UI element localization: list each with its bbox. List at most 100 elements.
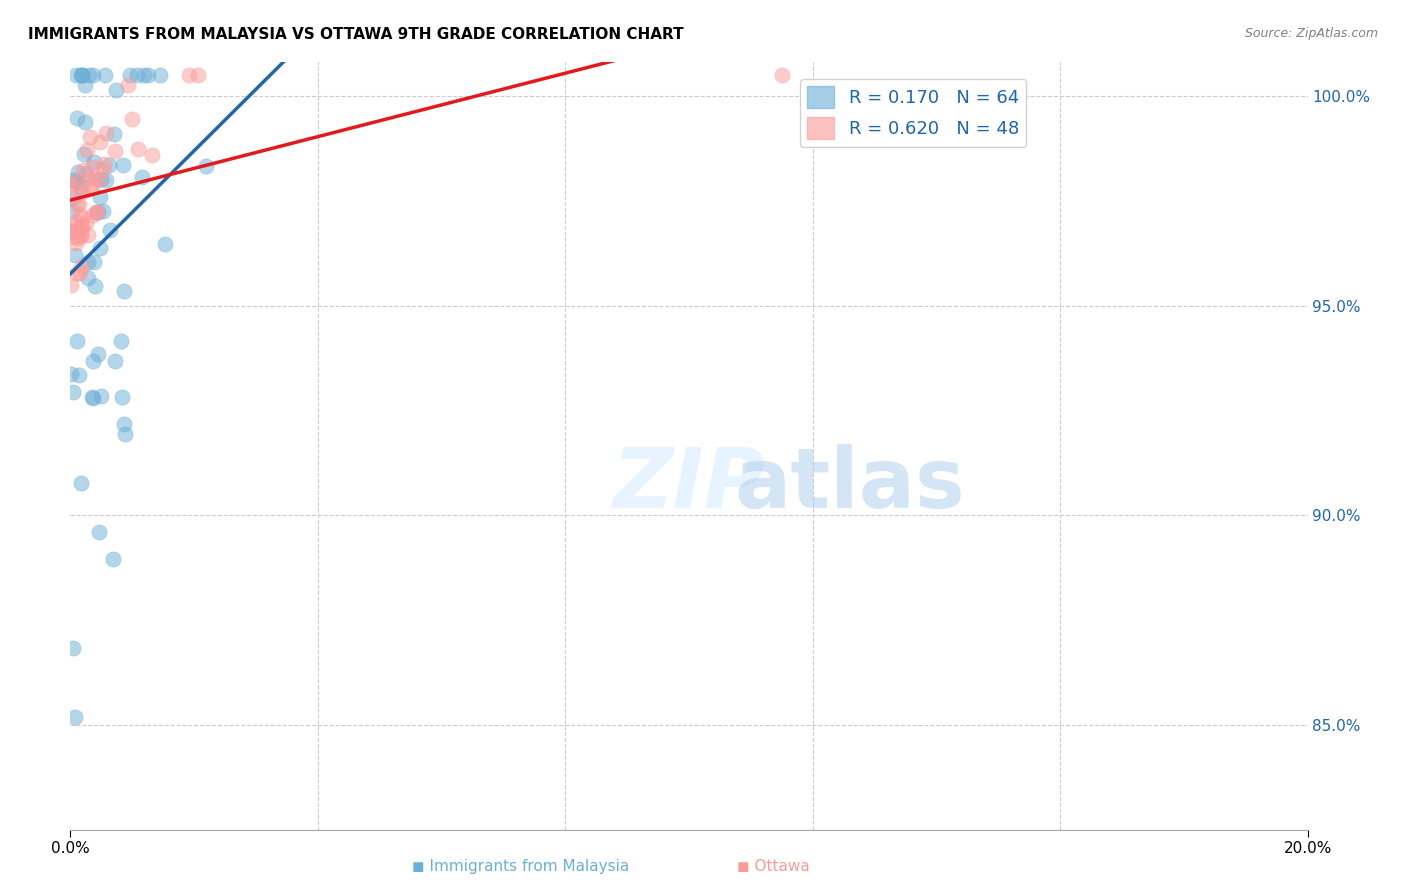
Point [94,173,117,187]
Point [62,229,84,244]
Point [87,204,110,219]
Point [93,157,115,171]
Point [70,68,93,82]
Point [120,68,142,82]
Point [73,78,96,92]
Point [63,184,86,198]
Point [90,389,112,403]
Point [82,208,104,222]
Point [90,172,112,186]
Text: ZIP: ZIP [613,444,765,524]
Point [70,211,93,226]
Point [82,392,104,406]
Point [112,417,135,432]
Point [67,164,90,178]
Point [149,68,172,82]
Point [89,190,111,204]
Point [91,204,114,219]
Point [111,390,134,404]
Point [75,167,97,181]
Text: IMMIGRANTS FROM MALAYSIA VS OTTAWA 9TH GRADE CORRELATION CHART: IMMIGRANTS FROM MALAYSIA VS OTTAWA 9TH G… [28,27,683,42]
Point [153,236,176,251]
Point [63,709,86,723]
Point [83,279,105,293]
Point [82,354,104,368]
Point [94,68,117,82]
Point [67,196,90,211]
Point [83,170,105,185]
Point [66,231,89,245]
Point [70,179,93,194]
Point [72,259,94,273]
Point [75,216,97,230]
Point [59,367,82,381]
Point [65,68,87,82]
Point [125,68,148,82]
Point [89,241,111,255]
Point [72,162,94,177]
Point [62,385,84,400]
Point [70,68,93,82]
Point [80,390,103,404]
Point [65,248,87,262]
Point [84,204,107,219]
Point [136,68,159,82]
Point [87,525,110,540]
Point [121,112,143,126]
Point [65,215,87,229]
Point [65,175,87,189]
Point [77,271,100,285]
Point [59,277,82,292]
Point [75,115,97,129]
Point [91,162,114,177]
Point [59,224,82,238]
Point [62,191,84,205]
Point [77,68,100,82]
Point [70,219,93,233]
Point [114,426,136,441]
Point [65,235,87,250]
Point [141,148,163,162]
Point [131,169,153,184]
Point [82,68,104,82]
Point [77,228,100,243]
Point [127,142,149,156]
Point [70,475,93,490]
Point [72,68,94,82]
Point [134,68,156,82]
Legend: R = 0.170   N = 64, R = 0.620   N = 48: R = 0.170 N = 64, R = 0.620 N = 48 [800,79,1026,146]
Point [80,178,103,193]
Point [103,127,125,141]
Point [98,223,121,237]
Point [103,353,125,368]
Point [69,208,91,222]
Point [66,174,89,188]
Point [89,173,111,187]
Point [101,552,124,566]
Point [195,159,218,173]
Text: ◼ Immigrants from Malaysia: ◼ Immigrants from Malaysia [412,859,628,874]
Point [62,640,84,655]
Point [177,68,200,82]
Point [77,171,100,186]
Point [770,68,793,82]
Point [69,227,91,242]
Point [63,219,86,234]
Point [79,129,101,144]
Point [70,185,93,199]
Point [69,266,91,280]
Point [70,220,93,235]
Point [112,158,135,172]
Text: ◼ Ottawa: ◼ Ottawa [737,859,810,874]
Text: Source: ZipAtlas.com: Source: ZipAtlas.com [1244,27,1378,40]
Point [66,224,89,238]
Point [77,255,100,269]
Point [98,158,121,172]
Point [110,334,132,348]
Point [187,68,209,82]
Point [67,368,90,383]
Point [104,144,127,158]
Point [79,182,101,196]
Point [104,83,127,97]
Point [60,203,83,218]
